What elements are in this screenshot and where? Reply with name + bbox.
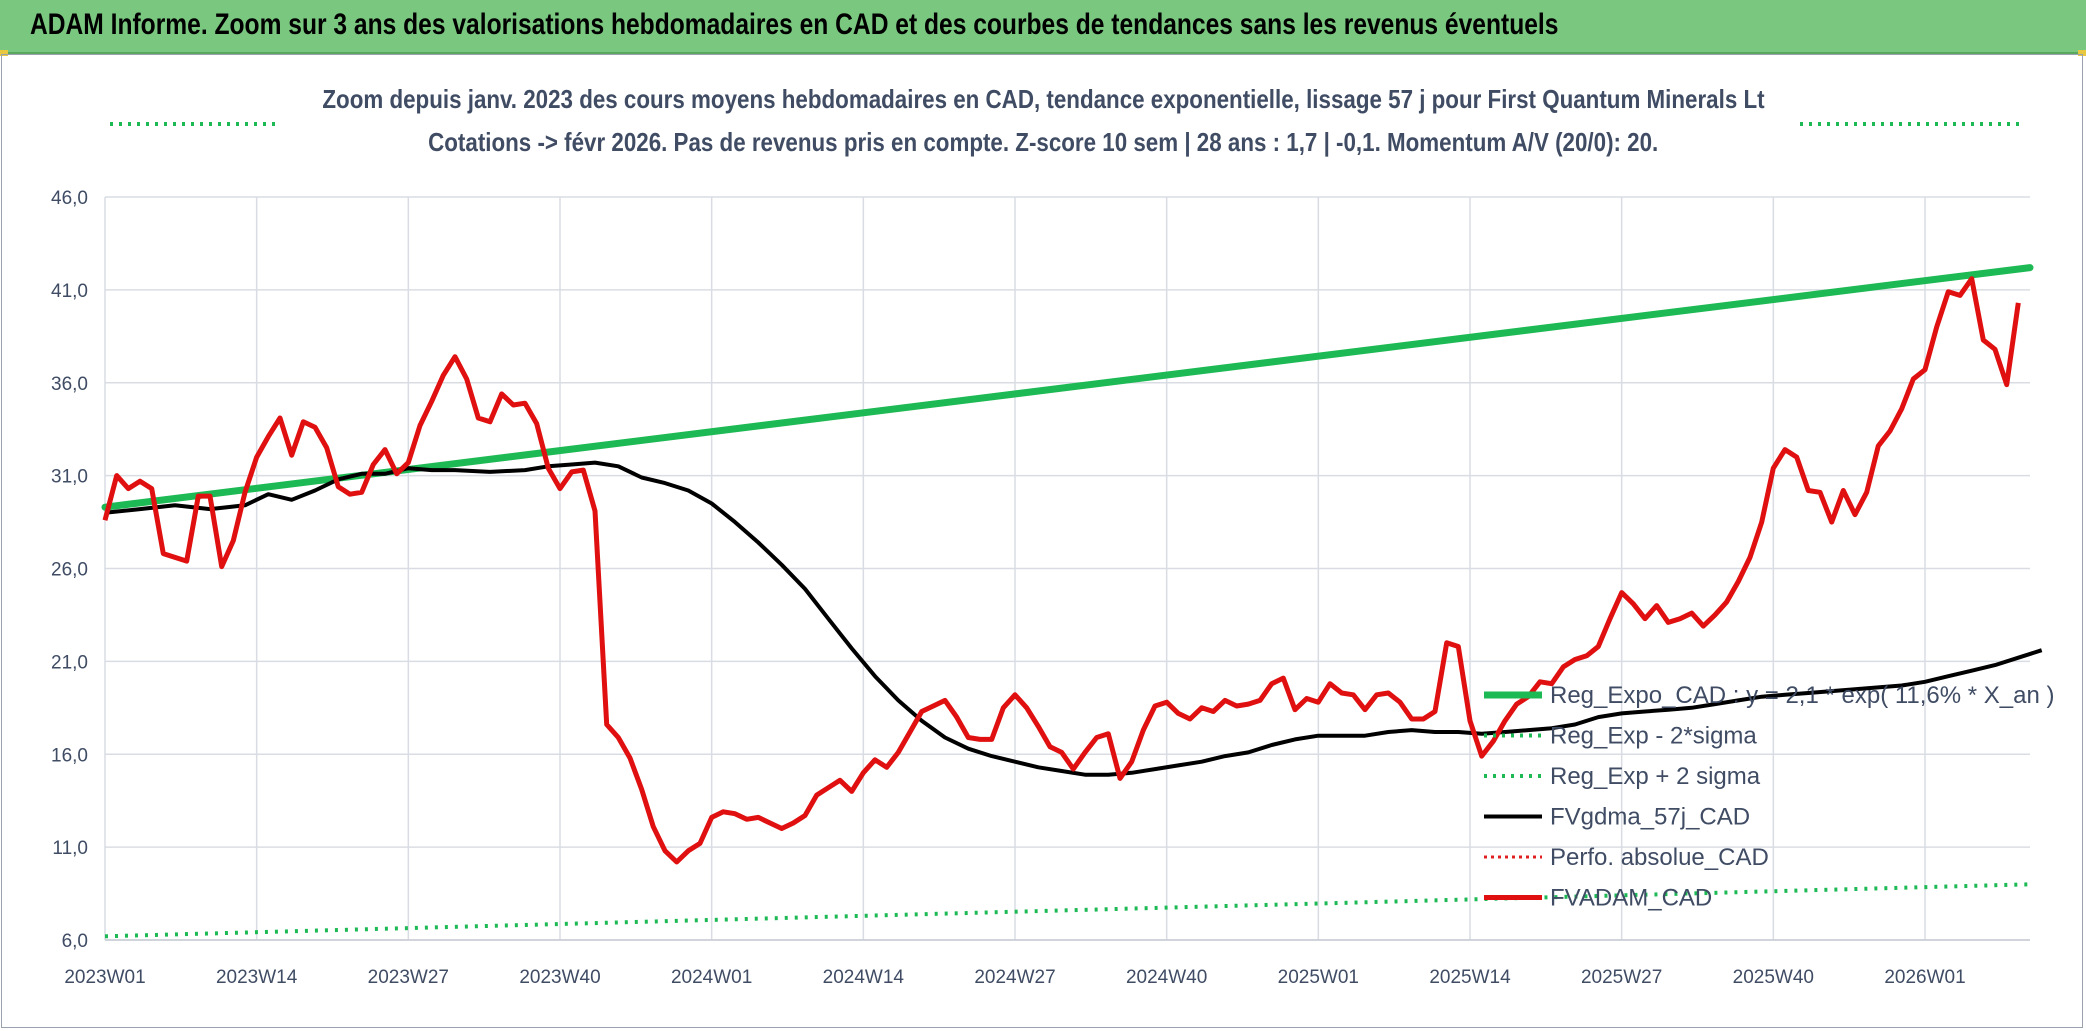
y-tick-label: 16,0 (51, 745, 88, 766)
chart-title-line1: Zoom depuis janv. 2023 des cours moyens … (0, 84, 2086, 115)
series-fvadam-line (102, 276, 2021, 865)
x-tick-label: 2025W27 (1581, 967, 1662, 988)
series-fvgdma-line (104, 460, 2043, 777)
x-tick-label: 2024W14 (823, 967, 905, 988)
legend-label: FVADAM_CAD (1550, 885, 1712, 912)
legend-label: Reg_Exp + 2 sigma (1550, 763, 1761, 790)
y-tick-label: 11,0 (52, 838, 88, 859)
x-tick-label: 2023W40 (519, 967, 600, 988)
y-tick-label: 6,0 (62, 931, 88, 952)
series-reg-expo-line (101, 264, 2034, 511)
y-tick-label: 36,0 (51, 374, 88, 395)
x-tick-label: 2024W40 (1126, 967, 1207, 988)
corner-mark-left (0, 50, 8, 56)
x-tick-label: 2026W01 (1884, 967, 1965, 988)
legend-label: Reg_Expo_CAD : y = 2,1 * exp( 11,6% * X_… (1550, 682, 2055, 709)
report-title: ADAM Informe. Zoom sur 3 ans des valoris… (30, 8, 1559, 41)
chart-title-line1-text: Zoom depuis janv. 2023 des cours moyens … (321, 84, 1765, 114)
x-tick-label: 2023W14 (216, 967, 298, 988)
x-tick-label: 2023W01 (64, 967, 145, 988)
y-tick-label: 21,0 (51, 652, 88, 673)
chart-title-line2: Cotations -> févr 2026. Pas de revenus p… (0, 127, 2086, 158)
legend-label: Perfo. absolue_CAD (1550, 844, 1769, 871)
legend-label: FVgdma_57j_CAD (1550, 804, 1750, 831)
chart-title-line2-text: Cotations -> févr 2026. Pas de revenus p… (427, 127, 1659, 157)
y-tick-label: 26,0 (51, 560, 88, 581)
x-tick-label: 2024W27 (974, 967, 1055, 988)
x-tick-label: 2024W01 (671, 967, 752, 988)
legend-label: Reg_Exp - 2*sigma (1550, 723, 1757, 750)
y-tick-label: 46,0 (51, 188, 88, 209)
y-tick-label: 31,0 (51, 467, 88, 488)
y-tick-label: 41,0 (51, 281, 88, 302)
x-tick-label: 2023W27 (368, 967, 449, 988)
x-tick-label: 2025W40 (1733, 967, 1814, 988)
x-tick-label: 2025W01 (1278, 967, 1359, 988)
report-header: ADAM Informe. Zoom sur 3 ans des valoris… (0, 0, 2086, 54)
corner-mark-right (2078, 50, 2086, 56)
x-tick-label: 2025W14 (1429, 967, 1511, 988)
series-sigma-lower-line (104, 882, 2031, 939)
chart-frame (1, 54, 2083, 1028)
